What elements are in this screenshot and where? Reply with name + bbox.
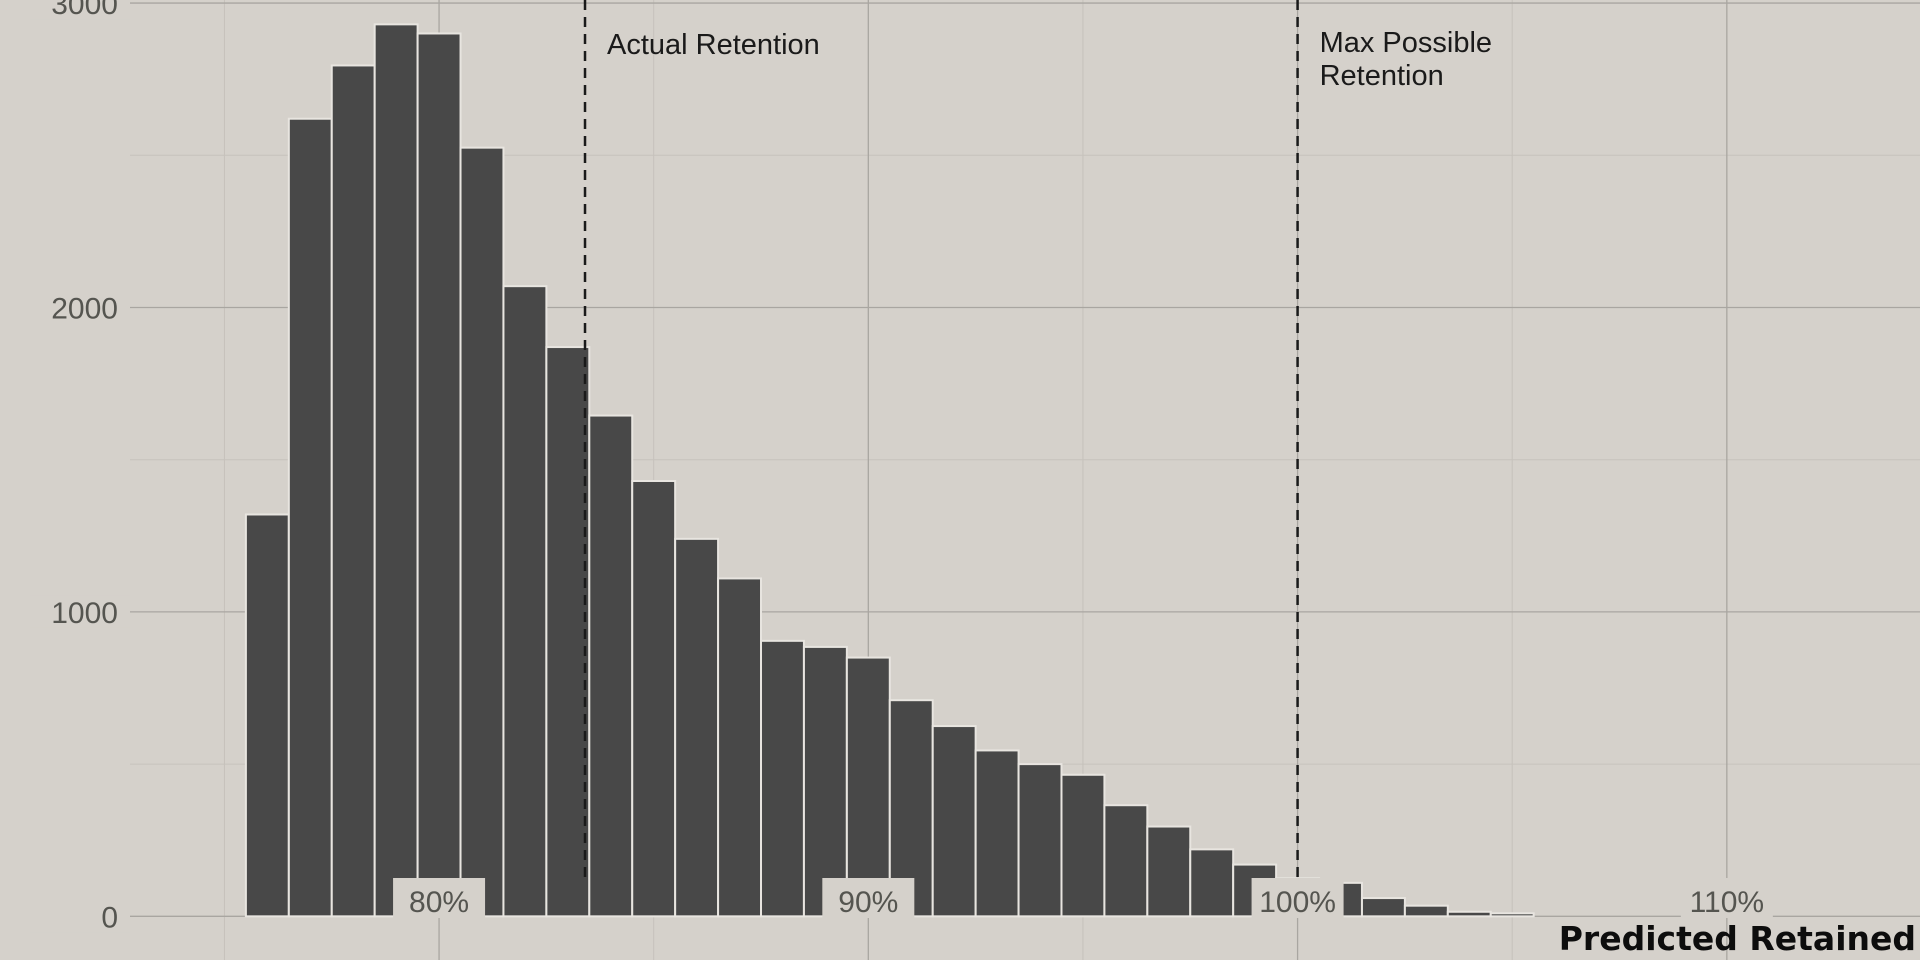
histogram-bar	[502, 285, 548, 918]
histogram-bar	[802, 645, 848, 918]
histogram-bar	[974, 749, 1020, 918]
histogram-bar	[631, 480, 677, 918]
histogram-bar	[717, 577, 763, 918]
x-tick-label: 100%	[1259, 886, 1336, 919]
histogram-bar	[674, 537, 720, 918]
histogram-bar	[1446, 910, 1492, 918]
histogram-bar	[416, 32, 462, 918]
histogram-bar	[459, 146, 505, 918]
x-tick-label: 110%	[1690, 886, 1765, 919]
x-axis-label: Predicted Retained	[1559, 919, 1916, 958]
histogram-bar	[330, 64, 376, 918]
histogram-bar	[244, 513, 290, 918]
y-tick-label: 3000	[51, 0, 118, 21]
y-tick-label: 1000	[51, 597, 118, 630]
histogram-bar	[1017, 763, 1063, 918]
histogram-bar	[1103, 804, 1149, 918]
y-tick-label: 0	[101, 901, 118, 934]
y-tick-mask	[30, 595, 130, 628]
x-tick-mask	[822, 878, 915, 918]
x-tick-mask	[1251, 878, 1344, 918]
histogram-bar	[1403, 904, 1449, 918]
y-tick-mask	[30, 900, 130, 933]
reference-line-label: Max Possible Retention	[1320, 27, 1492, 92]
histogram-bar	[1189, 848, 1235, 918]
y-tick-label: 2000	[51, 292, 118, 325]
x-tick-label: 80%	[409, 886, 469, 919]
y-axis-tick-labels: 0 1000 2000 3000	[30, 0, 130, 934]
x-tick-mask	[393, 878, 486, 918]
reference-lines: Actual Retention Max Possible Retention	[583, 0, 1492, 880]
histogram-bar	[1360, 897, 1406, 918]
histogram-bars	[244, 23, 1535, 918]
histogram-bar	[588, 414, 634, 918]
histogram-bar	[1146, 825, 1192, 918]
histogram-bar	[760, 639, 805, 918]
histogram-bar	[1060, 773, 1106, 918]
reference-line-label: Actual Retention	[607, 29, 820, 61]
histogram-bar	[373, 23, 419, 918]
histogram-bar	[287, 117, 333, 918]
histogram-bar	[545, 346, 591, 918]
y-tick-mask	[30, 0, 130, 20]
x-axis-tick-labels: 80% 90% 100% 110%	[393, 878, 1773, 919]
histogram-bar	[845, 656, 891, 918]
histogram-bar	[1489, 912, 1535, 918]
y-tick-mask	[30, 291, 130, 324]
x-tick-mask	[1680, 878, 1773, 918]
x-tick-label: 90%	[838, 886, 898, 919]
histogram-bar	[931, 725, 977, 918]
